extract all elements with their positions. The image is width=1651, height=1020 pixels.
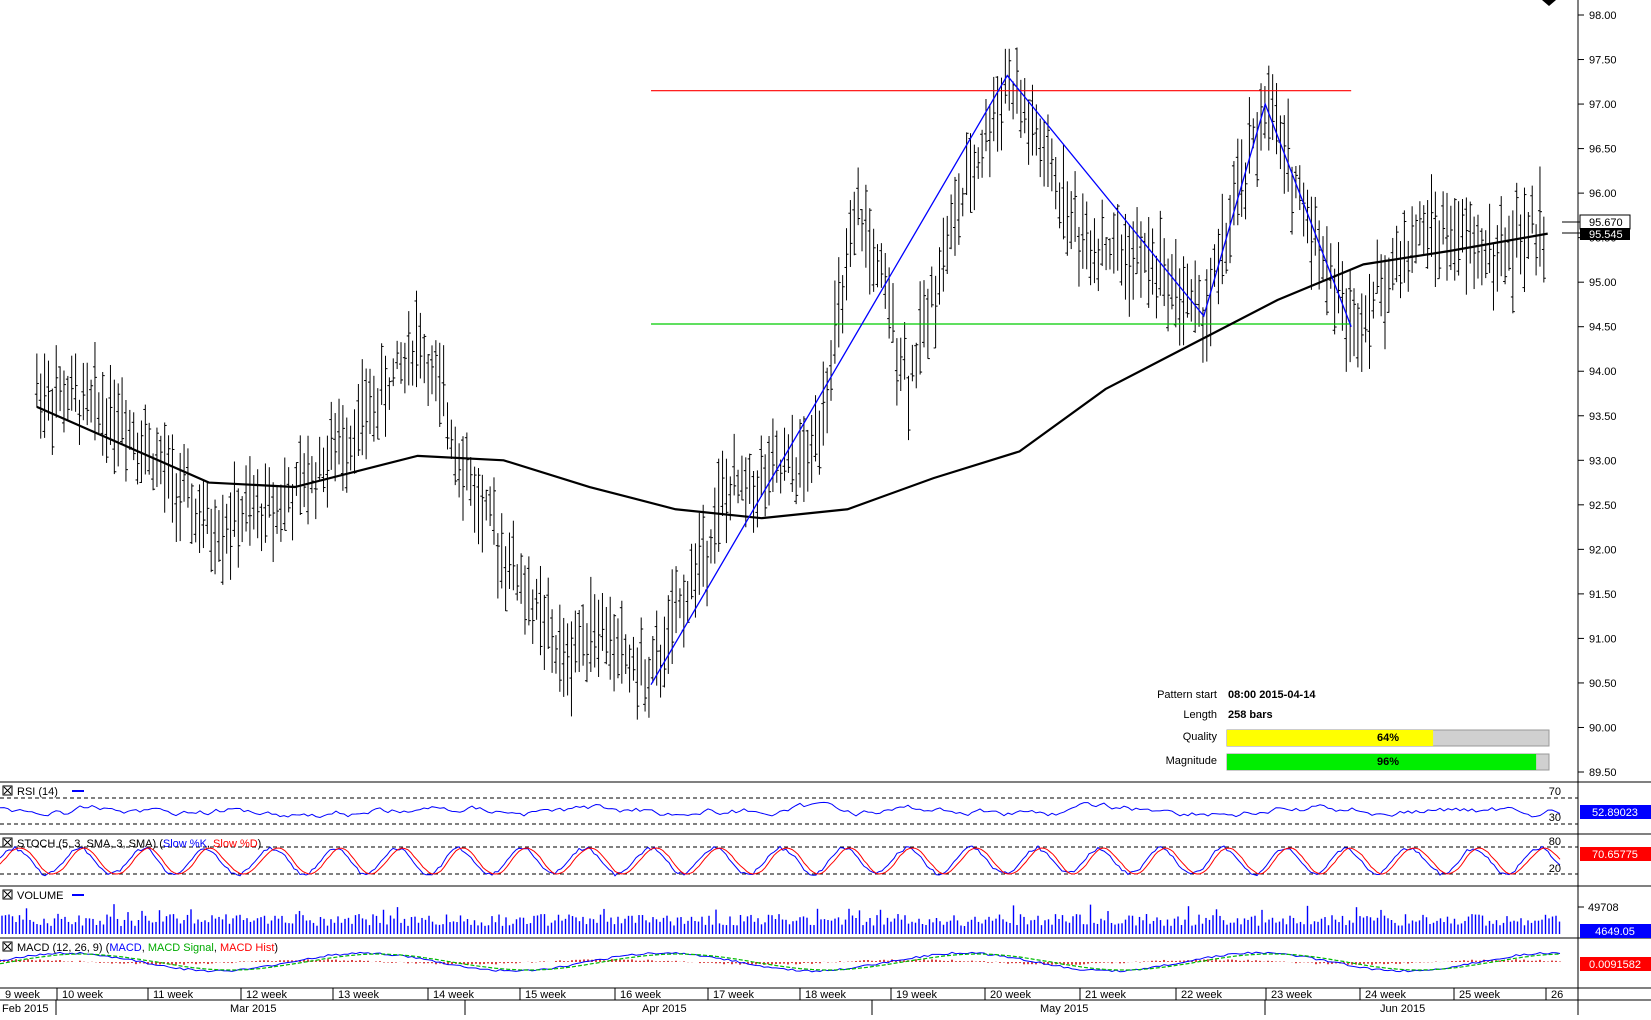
week-label: 24 week [1365, 989, 1406, 1001]
volume-title: VOLUME [17, 890, 63, 902]
ma-price-label: 95.545 [1589, 229, 1623, 241]
y-tick-label: 97.50 [1589, 55, 1617, 67]
double-top-pattern-line [650, 74, 1352, 686]
ma-price-box [1580, 228, 1630, 240]
week-label: 21 week [1085, 989, 1126, 1001]
week-label: 23 week [1271, 989, 1312, 1001]
week-label: 12 week [246, 989, 287, 1001]
stoch-title: STOCH (5, 3, SMA, 3, SMA) (Slow %K, Slow… [17, 838, 261, 850]
month-label: Apr 2015 [642, 1003, 687, 1015]
y-tick-label: 89.50 [1589, 767, 1617, 779]
y-tick-label: 93.00 [1589, 455, 1617, 467]
magnitude-bar-fill [1227, 754, 1537, 770]
current-price-label: 95.670 [1589, 217, 1623, 229]
rsi-title: RSI (14) [17, 786, 58, 798]
x-axis: 9 week 10 week 11 week 12 week 13 week 14 wee… [2, 988, 1579, 1015]
scroll-marker-icon[interactable] [1542, 0, 1556, 6]
week-label: 11 week [153, 989, 194, 1001]
y-tick-label: 94.50 [1589, 322, 1617, 334]
week-label: 19 week [896, 989, 937, 1001]
stoch-d-line [0, 847, 1561, 875]
y-tick-label: 93.50 [1589, 411, 1617, 423]
rsi-line [0, 801, 1561, 819]
magnitude-label: Magnitude [1166, 755, 1217, 767]
week-label: 9 week [5, 989, 40, 1001]
week-label: 13 week [338, 989, 379, 1001]
week-label: 25 week [1459, 989, 1500, 1001]
pattern-info: Pattern start 08:00 2015-04-14 Length 25… [1157, 689, 1550, 771]
week-label: 26 [1551, 989, 1563, 1001]
y-tick-label: 92.50 [1589, 500, 1617, 512]
price-panel: 98.0097.5097.0096.5096.0095.5095.0094.50… [34, 10, 1631, 779]
stoch-upper-label: 80 [1549, 836, 1561, 848]
volume-panel: VOLUME 49708 4649.05 [1, 889, 1651, 938]
rsi-value: 52.89023 [1592, 807, 1638, 819]
rsi-panel: RSI (14) 70 30 52.89023 [0, 785, 1651, 825]
stoch-panel: STOCH (5, 3, SMA, 3, SMA) (Slow %K, Slow… [0, 836, 1651, 877]
quality-bar-fill [1227, 730, 1434, 746]
month-label: Mar 2015 [230, 1003, 276, 1015]
stoch-k-line [0, 845, 1561, 877]
macd-value: 0.0091582 [1589, 959, 1641, 971]
week-label: 14 week [433, 989, 474, 1001]
y-tick-label: 95.00 [1589, 277, 1617, 289]
week-label: 20 week [990, 989, 1031, 1001]
y-tick-label: 91.00 [1589, 633, 1617, 645]
pattern-start-label: Pattern start [1157, 689, 1217, 701]
week-label: 16 week [620, 989, 661, 1001]
y-tick-label: 96.50 [1589, 144, 1617, 156]
macd-signal-line [0, 953, 1561, 971]
week-label: 17 week [713, 989, 754, 1001]
rsi-upper-label: 70 [1549, 786, 1561, 798]
volume-value: 4649.05 [1595, 926, 1635, 938]
y-tick-label: 91.50 [1589, 589, 1617, 601]
month-label: Feb 2015 [2, 1003, 48, 1015]
week-label: 18 week [805, 989, 846, 1001]
month-label: May 2015 [1040, 1003, 1088, 1015]
macd-panel: MACD (12, 26, 9) (MACD, MACD Signal, MAC… [0, 941, 1651, 973]
y-tick-label: 98.00 [1589, 10, 1617, 22]
month-label: Jun 2015 [1380, 1003, 1425, 1015]
y-tick-label: 97.00 [1589, 99, 1617, 111]
price-bars [34, 47, 1546, 720]
magnitude-value: 96% [1377, 756, 1399, 768]
week-label: 22 week [1181, 989, 1222, 1001]
volume-bars [1, 904, 1561, 934]
volume-tick: 49708 [1588, 902, 1619, 914]
length-value: 258 bars [1228, 709, 1273, 721]
y-tick-label: 92.00 [1589, 544, 1617, 556]
y-tick-label: 94.00 [1589, 366, 1617, 378]
y-tick-label: 90.00 [1589, 722, 1617, 734]
macd-title: MACD (12, 26, 9) (MACD, MACD Signal, MAC… [17, 942, 278, 954]
quality-value: 64% [1377, 732, 1399, 744]
length-label: Length [1183, 709, 1217, 721]
y-tick-label: 90.50 [1589, 678, 1617, 690]
macd-line [0, 951, 1561, 973]
stoch-value: 70.65775 [1592, 849, 1638, 861]
moving-average-line [36, 232, 1548, 520]
quality-label: Quality [1183, 731, 1218, 743]
stoch-lower-label: 20 [1549, 863, 1561, 875]
y-tick-label: 96.00 [1589, 188, 1617, 200]
pattern-start-value: 08:00 2015-04-14 [1228, 689, 1316, 701]
week-label: 15 week [525, 989, 566, 1001]
rsi-lower-label: 30 [1549, 812, 1561, 824]
week-label: 10 week [62, 989, 103, 1001]
